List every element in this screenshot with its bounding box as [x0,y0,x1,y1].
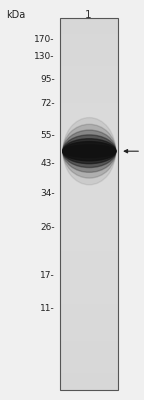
Text: 95-: 95- [40,76,55,84]
Ellipse shape [63,139,116,164]
Text: 34-: 34- [40,190,55,198]
Text: 72-: 72- [40,99,55,108]
Text: kDa: kDa [6,10,25,20]
Text: 11-: 11- [40,304,55,313]
Ellipse shape [63,142,116,161]
Ellipse shape [63,130,116,172]
Text: 17-: 17- [40,271,55,280]
Ellipse shape [63,118,116,185]
Text: 26-: 26- [40,223,55,232]
Text: 130-: 130- [34,52,55,61]
Ellipse shape [63,148,116,154]
Ellipse shape [63,124,116,178]
Text: 43-: 43- [40,159,55,168]
Ellipse shape [63,135,116,168]
Text: 55-: 55- [40,131,55,140]
Text: 170-: 170- [34,36,55,44]
Ellipse shape [63,145,116,158]
Text: 1: 1 [85,10,92,20]
Bar [60,18,118,390]
